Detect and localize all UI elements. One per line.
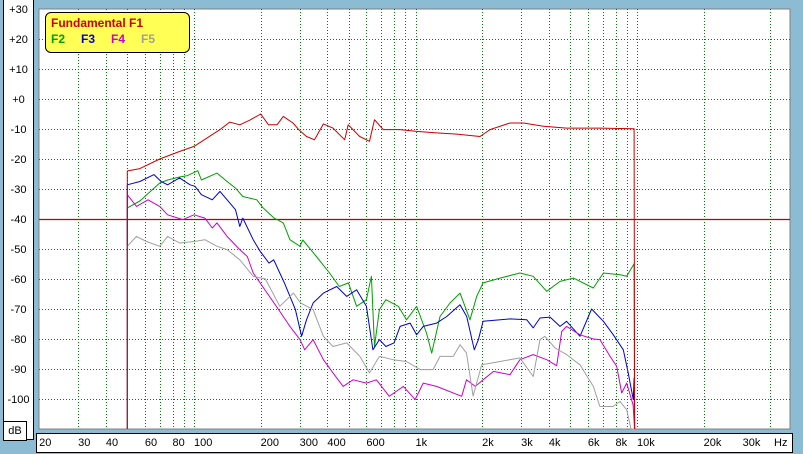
legend[interactable]: Fundamental F1 F2 F3 F4 F5 [45, 12, 190, 53]
x-tick-label: 40 [105, 437, 119, 449]
series-line-f5 [126, 235, 635, 430]
y-tick-label: -40 [10, 214, 27, 226]
y-tick-label: +30 [9, 4, 28, 16]
x-tick-label: 1k [415, 437, 428, 449]
y-axis-panel: +30 +20 +10 +0 -10 -20 -30 -40 -50 -60 -70 -80 -90 -1… [3, 0, 34, 440]
y-tick-label: -80 [10, 334, 27, 346]
x-tick-label: 100 [194, 437, 213, 449]
x-tick-label: 30k [742, 437, 761, 449]
y-tick-label: -90 [10, 364, 27, 376]
legend-item-f3[interactable]: F3 [81, 32, 96, 46]
legend-item-f5[interactable]: F5 [141, 32, 156, 46]
y-tick-label: -70 [10, 304, 27, 316]
x-tick-label: 30 [78, 437, 91, 449]
y-tick-label: -20 [10, 154, 27, 166]
x-tick-label: 400 [327, 437, 346, 449]
series-line-fundamental-f1 [126, 113, 636, 430]
x-tick-label: 6k [587, 437, 600, 449]
y-tick-label: +20 [9, 34, 28, 46]
x-tick-label: 3k [521, 437, 533, 449]
series-line-f3 [126, 174, 636, 430]
grid [39, 9, 790, 429]
y-tick-label: -10 [10, 124, 27, 136]
x-tick-label: 200 [260, 437, 280, 449]
x-tick-label: 2k [482, 437, 494, 449]
y-tick-label: -50 [10, 244, 27, 256]
x-tick-label: 600 [366, 437, 385, 449]
series-line-f2 [126, 170, 636, 430]
y-tick-label: +0 [12, 94, 25, 106]
y-axis-unit: dB [3, 421, 27, 441]
x-tick-label: 4k [548, 437, 561, 449]
x-tick-label: 300 [299, 437, 319, 449]
x-tick-label: 80 [172, 437, 185, 449]
series-lines [126, 113, 636, 430]
y-tick-label: -60 [10, 274, 27, 286]
x-tick-label: 60 [144, 437, 158, 449]
x-tick-label: 10k [637, 437, 655, 449]
legend-item-f4[interactable]: F4 [111, 32, 126, 46]
x-tick-label: 20 [39, 437, 52, 449]
y-tick-label: +10 [9, 64, 28, 76]
x-tick-label: 8k [615, 437, 628, 449]
y-tick-label: -30 [10, 184, 27, 196]
legend-item-f1[interactable]: Fundamental F1 [51, 16, 144, 30]
y-tick-label: -100 [7, 394, 30, 406]
x-tick-label: 20k [703, 437, 722, 449]
x-axis-panel: 20 30 40 60 80 100 200 300 400 600 1k 2k 3k 4k 6k 8k 10k… [36, 433, 793, 453]
x-axis-unit: Hz [774, 437, 788, 449]
legend-item-f2[interactable]: F2 [51, 32, 66, 46]
series-line-f4 [126, 194, 636, 430]
